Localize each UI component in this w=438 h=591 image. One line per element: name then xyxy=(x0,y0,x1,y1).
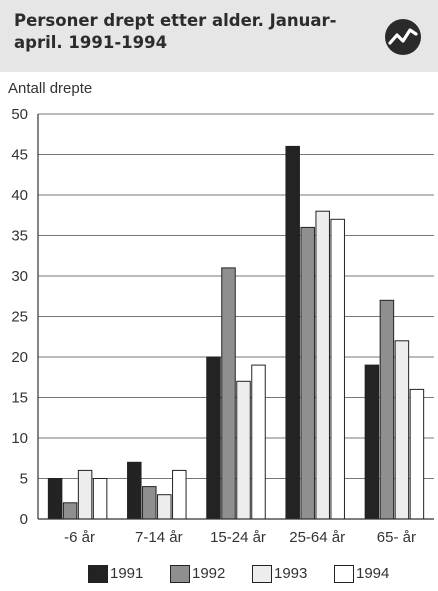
chart-title: Personer drept etter alder. Januar-april… xyxy=(14,11,337,52)
y-tick-label-50: 50 xyxy=(11,106,28,123)
legend-label-1991: 1991 xyxy=(110,565,144,582)
bar-1993-2 xyxy=(236,380,251,520)
legend-label-1992: 1992 xyxy=(192,565,226,582)
bar-1994-3 xyxy=(330,218,345,520)
bar-1994-0 xyxy=(92,478,108,520)
bar-1991-0 xyxy=(47,478,63,520)
x-tick-label-2: 15-24 år xyxy=(210,529,266,546)
bar-1991-2 xyxy=(206,356,221,520)
legend-label-1994: 1994 xyxy=(356,565,390,582)
y-tick-label-20: 20 xyxy=(11,349,28,366)
x-tick-label-3: 25-64 år xyxy=(289,529,345,546)
y-tick-label-25: 25 xyxy=(11,309,28,326)
y-axis-label: Antall drepte xyxy=(8,80,93,97)
y-tick-label-10: 10 xyxy=(11,430,28,447)
bar-1993-4 xyxy=(394,340,410,520)
y-tick-label-0: 0 xyxy=(20,511,28,528)
bar-1993-0 xyxy=(77,469,93,520)
bar-chart: 0 5 10 15 20 25 30 35 40 45 50 -6 år 7-14 år 15-24 år… xyxy=(11,106,434,546)
legend-swatch-1992 xyxy=(170,565,190,583)
x-tick-label-4: 65- år xyxy=(377,529,416,546)
bar-1992-1 xyxy=(142,486,157,520)
x-tick-label-0: -6 år xyxy=(64,529,95,546)
bar-1993-1 xyxy=(157,494,172,520)
bar-1994-2 xyxy=(251,364,266,520)
bar-1992-0 xyxy=(62,502,78,520)
y-tick-label-5: 5 xyxy=(20,471,28,488)
chart-header: Personer drept etter alder. Januar-april… xyxy=(0,0,438,72)
bar-1991-3 xyxy=(285,145,300,520)
bar-1994-4 xyxy=(409,388,425,520)
bar-1992-4 xyxy=(379,299,395,520)
y-tick-label-40: 40 xyxy=(11,187,28,204)
bar-1994-1 xyxy=(172,469,187,520)
y-tick-label-30: 30 xyxy=(11,268,28,285)
legend-label-1993: 1993 xyxy=(274,565,308,582)
bar-1993-3 xyxy=(315,210,330,520)
y-tick-label-15: 15 xyxy=(11,390,28,407)
x-tick-label-1: 7-14 år xyxy=(135,529,183,546)
bar-1991-1 xyxy=(127,461,142,520)
bar-1992-2 xyxy=(221,267,236,520)
bar-1991-4 xyxy=(364,364,380,520)
y-tick-label-35: 35 xyxy=(11,228,28,245)
legend-swatch-1993 xyxy=(252,565,272,583)
legend-swatch-1994 xyxy=(334,565,354,583)
chart-legend: 1991 1992 1993 1994 xyxy=(0,563,438,591)
y-tick-label-45: 45 xyxy=(11,147,28,164)
legend-swatch-1991 xyxy=(88,565,108,583)
trend-line-icon xyxy=(385,19,421,55)
bar-1992-3 xyxy=(300,226,315,520)
